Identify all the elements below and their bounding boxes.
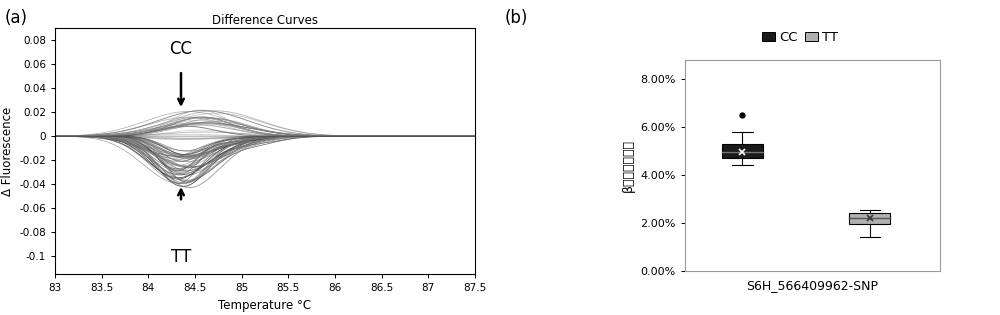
- Text: (b): (b): [505, 9, 528, 27]
- Legend: CC, TT: CC, TT: [756, 26, 844, 49]
- Title: Difference Curves: Difference Curves: [212, 14, 318, 27]
- Y-axis label: Δ Fluorescence: Δ Fluorescence: [1, 106, 14, 196]
- Y-axis label: β－葡萄糖含量: β－葡萄糖含量: [622, 139, 635, 192]
- Text: CC: CC: [170, 40, 192, 58]
- Text: TT: TT: [171, 248, 191, 266]
- Bar: [722, 144, 763, 158]
- X-axis label: Temperature °C: Temperature °C: [218, 299, 312, 312]
- Bar: [849, 213, 890, 224]
- X-axis label: S6H_566409962-SNP: S6H_566409962-SNP: [746, 279, 879, 292]
- Text: (a): (a): [5, 9, 28, 27]
